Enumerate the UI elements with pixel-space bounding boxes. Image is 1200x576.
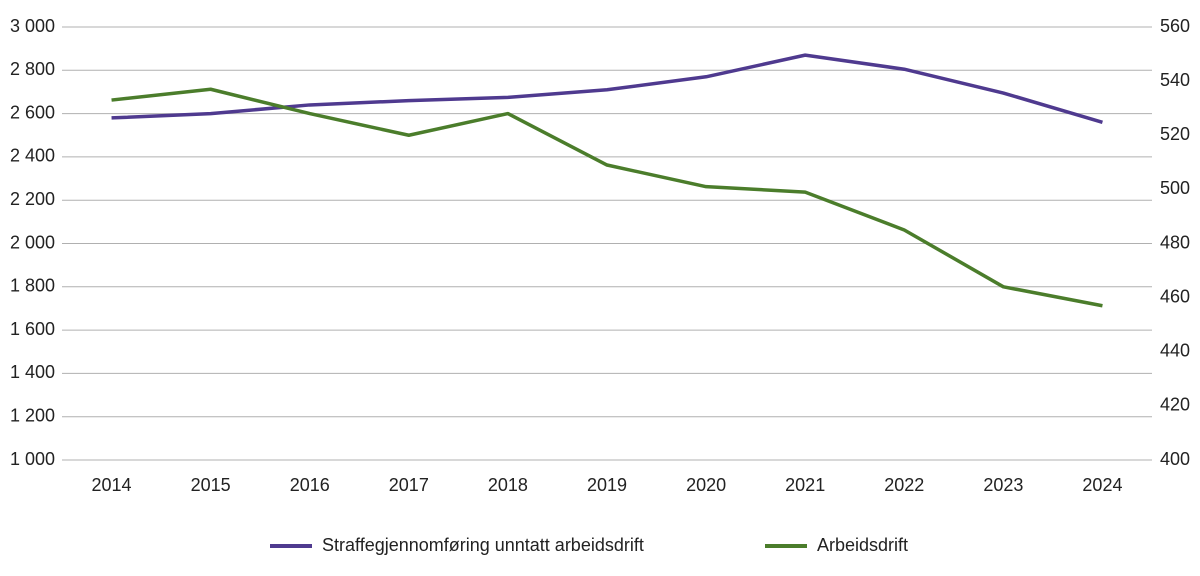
legend-label: Arbeidsdrift bbox=[817, 535, 908, 555]
y-tick-label: 2 200 bbox=[10, 189, 55, 209]
y2-tick-label: 500 bbox=[1160, 178, 1190, 198]
y-tick-label: 1 800 bbox=[10, 276, 55, 296]
y-tick-label: 1 000 bbox=[10, 449, 55, 469]
y2-tick-label: 540 bbox=[1160, 70, 1190, 90]
y2-tick-label: 460 bbox=[1160, 286, 1190, 306]
y-tick-label: 2 600 bbox=[10, 102, 55, 122]
x-tick-label: 2019 bbox=[587, 475, 627, 495]
y2-tick-label: 480 bbox=[1160, 232, 1190, 252]
y2-tick-label: 560 bbox=[1160, 16, 1190, 36]
x-tick-label: 2021 bbox=[785, 475, 825, 495]
y2-tick-label: 520 bbox=[1160, 124, 1190, 144]
line-series bbox=[111, 53, 1103, 124]
y2-tick-label: 440 bbox=[1160, 341, 1190, 361]
y-tick-label: 2 000 bbox=[10, 232, 55, 252]
y-tick-label: 1 600 bbox=[10, 319, 55, 339]
x-tick-label: 2018 bbox=[488, 475, 528, 495]
y2-tick-label: 400 bbox=[1160, 449, 1190, 469]
x-tick-label: 2022 bbox=[884, 475, 924, 495]
x-tick-label: 2020 bbox=[686, 475, 726, 495]
x-tick-label: 2016 bbox=[290, 475, 330, 495]
y2-tick-label: 420 bbox=[1160, 395, 1190, 415]
y-tick-label: 3 000 bbox=[10, 16, 55, 36]
y-tick-label: 1 400 bbox=[10, 362, 55, 382]
x-tick-label: 2017 bbox=[389, 475, 429, 495]
y-tick-label: 1 200 bbox=[10, 405, 55, 425]
x-tick-label: 2014 bbox=[92, 475, 132, 495]
y-tick-label: 2 800 bbox=[10, 59, 55, 79]
x-tick-label: 2023 bbox=[983, 475, 1023, 495]
line-series bbox=[111, 87, 1103, 308]
x-tick-label: 2015 bbox=[191, 475, 231, 495]
legend-label: Straffegjennomføring unntatt arbeidsdrif… bbox=[322, 535, 644, 555]
y-tick-label: 2 400 bbox=[10, 146, 55, 166]
x-tick-label: 2024 bbox=[1082, 475, 1122, 495]
